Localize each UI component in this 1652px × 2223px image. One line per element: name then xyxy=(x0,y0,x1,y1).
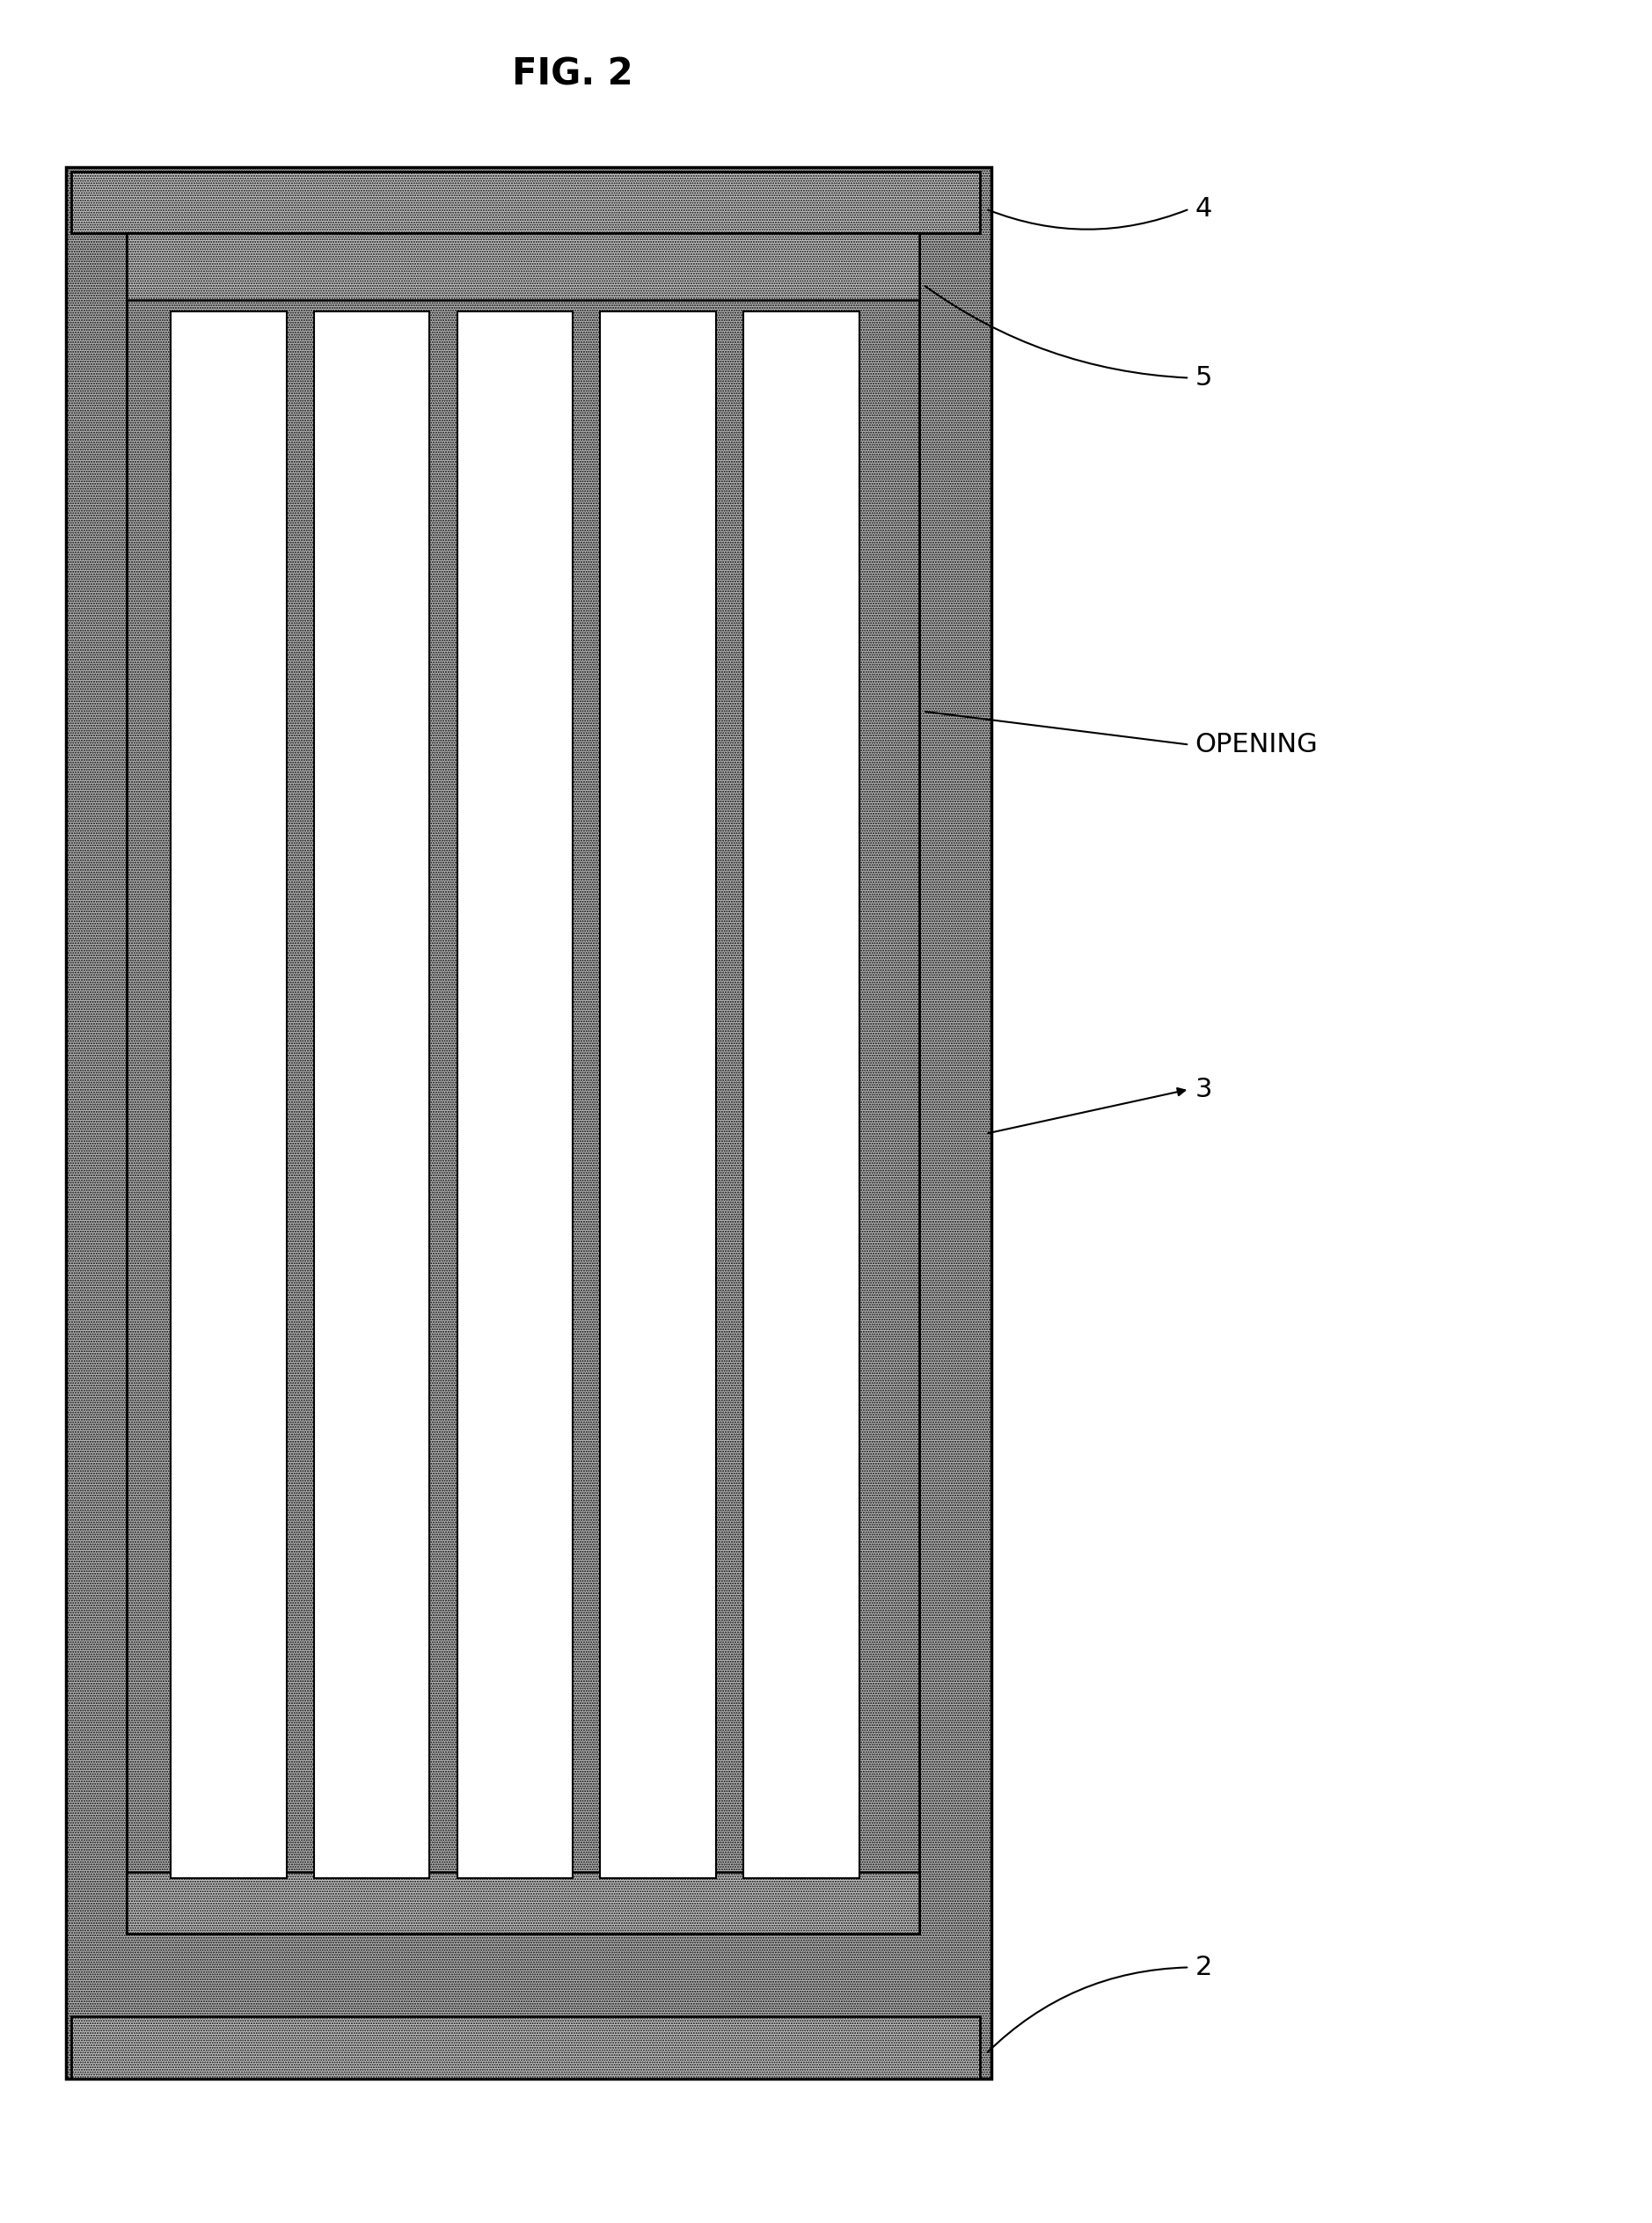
Text: 5: 5 xyxy=(1194,365,1213,391)
Text: 3: 3 xyxy=(1194,1076,1213,1103)
Bar xyxy=(314,311,430,1878)
Bar xyxy=(66,167,991,2079)
Bar xyxy=(127,1872,920,1934)
Text: 4: 4 xyxy=(1194,196,1213,222)
Bar xyxy=(71,2016,980,2079)
Bar xyxy=(127,233,920,300)
Bar xyxy=(743,311,859,1878)
Text: FIG. 2: FIG. 2 xyxy=(512,56,633,93)
Bar xyxy=(170,311,286,1878)
Text: OPENING: OPENING xyxy=(1194,731,1318,758)
Bar xyxy=(127,233,920,1934)
Bar xyxy=(458,311,573,1878)
Text: 2: 2 xyxy=(1194,1954,1213,1981)
Bar xyxy=(71,171,980,233)
Bar xyxy=(600,311,715,1878)
